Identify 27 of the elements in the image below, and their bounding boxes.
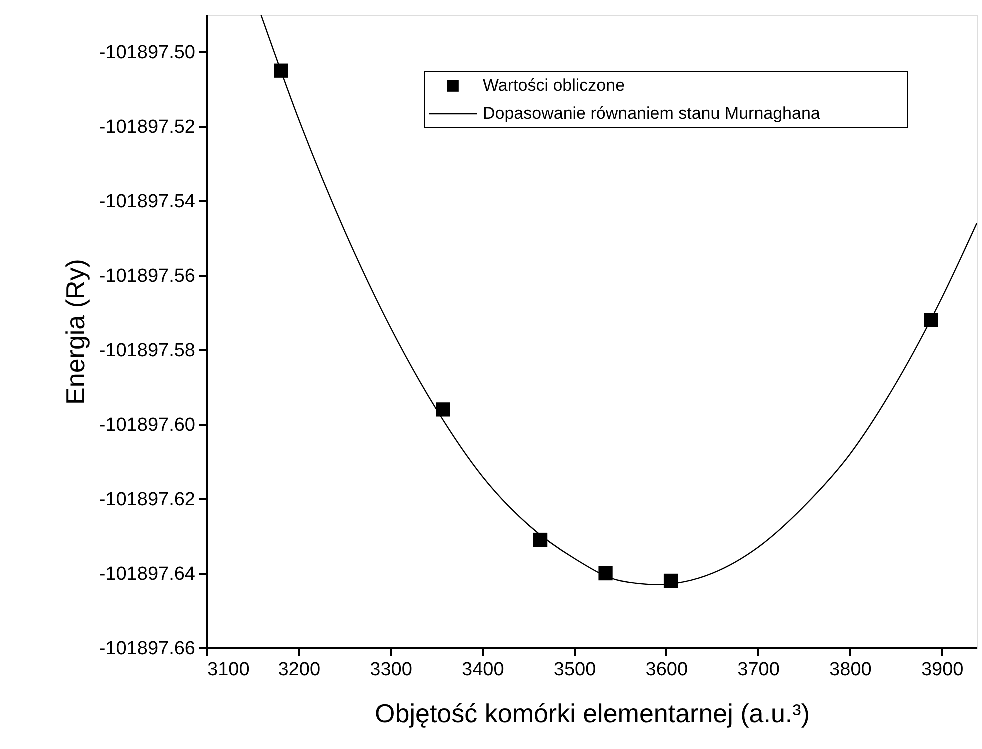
x-tick-label: 3600 [646,660,688,680]
y-axis-title: Energia (Ry) [60,259,90,405]
legend-label: Wartości obliczone [483,76,626,95]
y-tick-label: -101897.56 [99,266,196,288]
y-tick-label: -101897.58 [99,340,196,362]
x-axis-title: Objętość komórki elementarnej (a.u.³) [375,698,810,728]
point [598,566,613,581]
y-tick-label: -101897.54 [99,192,196,213]
point [533,532,548,548]
x-tick-label: 3800 [830,660,872,680]
x-tick-label: 3400 [462,660,504,680]
y-tick-label: -101897.66 [99,638,196,660]
line-series [260,15,977,586]
y-tick-label: -101897.62 [99,490,196,511]
x-tick-label: 3700 [738,660,780,680]
point [436,402,450,417]
legend-label: Dopasowanie równaniem stanu Murnaghana [483,104,821,123]
y-tick-label: -101897.52 [99,117,196,138]
y-tick-label: -101897.50 [99,42,196,64]
x-tick-label: 3900 [921,660,964,680]
y-tick-label: -101897.64 [99,564,196,586]
x-tick-label: 3500 [554,660,596,680]
x-tick-label: 3100 [208,660,250,680]
y-tick-label: -101897.60 [99,415,196,436]
point [664,574,678,588]
x-tick-label: 3200 [278,660,321,680]
x-tick-label: 3300 [370,660,412,680]
